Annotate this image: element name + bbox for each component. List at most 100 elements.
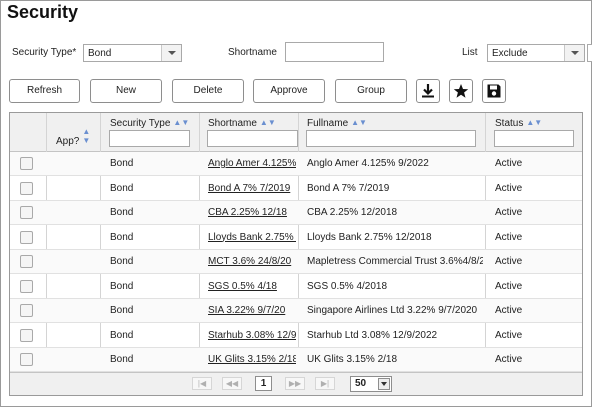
delete-button[interactable]: Delete bbox=[172, 79, 244, 103]
table-row[interactable]: Bond SGS 0.5% 4/18 SGS 0.5% 4/2018 Active bbox=[10, 275, 582, 299]
chevron-down-icon[interactable] bbox=[564, 45, 584, 61]
cell-fullname: SGS 0.5% 4/2018 bbox=[307, 280, 388, 292]
status-filter-input[interactable] bbox=[494, 130, 574, 147]
cell-fullname: CBA 2.25% 12/2018 bbox=[307, 207, 398, 218]
sort-icon[interactable]: ▲▼ bbox=[259, 118, 276, 127]
current-page[interactable]: 1 bbox=[255, 376, 272, 391]
shortname-filter-input[interactable] bbox=[285, 42, 384, 62]
cell-status: Active bbox=[495, 182, 523, 194]
cell-fullname: Bond A 7% 7/2019 bbox=[307, 182, 390, 194]
chevron-down-icon[interactable] bbox=[378, 378, 390, 390]
col-security-type-label: Security Type bbox=[110, 118, 171, 129]
cell-security-type: Bond bbox=[110, 158, 134, 169]
new-button[interactable]: New bbox=[90, 79, 162, 103]
refresh-button[interactable]: Refresh bbox=[9, 79, 80, 103]
cell-security-type: Bond bbox=[110, 329, 134, 341]
page-size-value: 50 bbox=[355, 378, 367, 389]
cell-shortname-link[interactable]: UK Glits 3.15% 2/18 bbox=[208, 354, 296, 365]
cell-fullname: Lloyds Bank 2.75% 12/2018 bbox=[307, 231, 432, 243]
col-header-app[interactable]: App?▲ ▼ bbox=[56, 127, 90, 147]
prev-page-button[interactable]: ◀◀ bbox=[222, 377, 242, 390]
row-checkbox[interactable] bbox=[20, 157, 33, 170]
cell-security-type: Bond bbox=[110, 280, 134, 292]
list-select[interactable]: Exclude bbox=[487, 44, 585, 62]
cell-shortname-link[interactable]: MCT 3.6% 24/8/20 bbox=[208, 256, 292, 267]
table-row[interactable]: Bond CBA 2.25% 12/18 CBA 2.25% 12/2018 Acti… bbox=[10, 201, 582, 225]
page-size-select[interactable]: 50 bbox=[350, 376, 392, 392]
table-row[interactable]: Bond Bond A 7% 7/2019 Bond A 7% 7/2019 Acti… bbox=[10, 177, 582, 201]
cell-status: Active bbox=[495, 329, 523, 341]
list-label: List bbox=[462, 47, 478, 58]
cell-fullname: Anglo Amer 4.125% 9/2022 bbox=[307, 158, 429, 169]
table-row[interactable]: Bond MCT 3.6% 24/8/20 Mapletress Commercia… bbox=[10, 250, 582, 274]
cell-security-type: Bond bbox=[110, 182, 134, 194]
col-header-status[interactable]: Status ▲▼ bbox=[495, 118, 542, 129]
cell-shortname-link[interactable]: Anglo Amer 4.125% 9/2022 bbox=[208, 158, 296, 169]
cell-shortname-link[interactable]: Starhub 3.08% 12/9/2022 bbox=[208, 329, 296, 341]
table-row[interactable]: Bond Starhub 3.08% 12/9/2022 Starhub Ltd 3… bbox=[10, 324, 582, 348]
col-header-security-type[interactable]: Security Type ▲▼ bbox=[110, 118, 189, 129]
cell-shortname-link[interactable]: Bond A 7% 7/2019 bbox=[208, 182, 291, 194]
cell-fullname: Singapore Airlines Ltd 3.22% 9/7/2020 bbox=[307, 305, 478, 316]
sort-icon[interactable]: ▲▼ bbox=[526, 118, 543, 127]
table-row[interactable]: Bond Lloyds Bank 2.75% 12/18 Lloyds Bank 2… bbox=[10, 226, 582, 250]
col-header-fullname[interactable]: Fullname ▲▼ bbox=[307, 118, 367, 129]
cell-status: Active bbox=[495, 207, 523, 218]
column-divider bbox=[485, 113, 486, 371]
cell-security-type: Bond bbox=[110, 256, 134, 267]
save-button[interactable] bbox=[482, 79, 506, 103]
col-app-label: App? bbox=[56, 136, 80, 147]
chevron-down-icon[interactable] bbox=[161, 45, 181, 61]
row-checkbox[interactable] bbox=[20, 328, 33, 342]
cell-status: Active bbox=[495, 256, 523, 267]
last-page-button[interactable]: ▶| bbox=[315, 377, 335, 390]
star-icon bbox=[453, 84, 469, 98]
row-checkbox[interactable] bbox=[20, 230, 33, 244]
cell-fullname: Starhub Ltd 3.08% 12/9/2022 bbox=[307, 329, 438, 341]
row-checkbox[interactable] bbox=[20, 279, 33, 293]
cell-fullname: UK Glits 3.15% 2/18 bbox=[307, 354, 398, 365]
cell-shortname-link[interactable]: Lloyds Bank 2.75% 12/18 bbox=[208, 231, 296, 243]
sort-icon[interactable]: ▲▼ bbox=[351, 118, 367, 127]
security-grid: App?▲ ▼ Security Type ▲▼ Shortname ▲▼ Fulln… bbox=[9, 112, 583, 396]
security-type-label: Security Type* bbox=[12, 47, 77, 58]
row-checkbox[interactable] bbox=[20, 181, 33, 195]
shortname-column-filter-input[interactable] bbox=[207, 130, 298, 147]
download-button[interactable] bbox=[416, 79, 440, 103]
column-divider bbox=[199, 113, 200, 371]
page-title: Security bbox=[7, 2, 79, 22]
cell-status: Active bbox=[495, 158, 523, 169]
first-page-button[interactable]: |◀ bbox=[192, 377, 212, 390]
sort-icon[interactable]: ▲▼ bbox=[82, 127, 91, 145]
security-type-select[interactable]: Bond bbox=[83, 44, 182, 62]
table-row[interactable]: Bond UK Glits 3.15% 2/18 UK Glits 3.15% 2/… bbox=[10, 348, 582, 372]
row-checkbox[interactable] bbox=[20, 353, 33, 366]
security-type-filter-input[interactable] bbox=[109, 130, 190, 147]
favorite-button[interactable] bbox=[449, 79, 473, 103]
cell-shortname-link[interactable]: SGS 0.5% 4/18 bbox=[208, 280, 277, 292]
cell-status: Active bbox=[495, 280, 523, 292]
sort-icon[interactable]: ▲▼ bbox=[173, 118, 190, 127]
row-checkbox[interactable] bbox=[20, 206, 33, 219]
col-shortname-label: Shortname bbox=[208, 118, 257, 129]
cell-status: Active bbox=[495, 305, 523, 316]
cell-security-type: Bond bbox=[110, 207, 134, 218]
table-row[interactable]: Bond SIA 3.22% 9/7/20 Singapore Airlines L… bbox=[10, 299, 582, 323]
cell-fullname: Mapletress Commercial Trust 3.6%4/8/2020 bbox=[307, 256, 483, 267]
cell-security-type: Bond bbox=[110, 231, 134, 243]
cell-shortname-link[interactable]: SIA 3.22% 9/7/20 bbox=[208, 305, 286, 316]
cell-shortname-link[interactable]: CBA 2.25% 12/18 bbox=[208, 207, 287, 218]
approve-button[interactable]: Approve bbox=[253, 79, 325, 103]
group-button[interactable]: Group bbox=[335, 79, 407, 103]
next-page-button[interactable]: ▶▶ bbox=[285, 377, 305, 390]
grid-body: Bond Anglo Amer 4.125% 9/2022 Anglo Amer 4… bbox=[10, 152, 582, 373]
table-row[interactable]: Bond Anglo Amer 4.125% 9/2022 Anglo Amer 4… bbox=[10, 152, 582, 176]
col-header-shortname[interactable]: Shortname ▲▼ bbox=[208, 118, 276, 129]
row-checkbox[interactable] bbox=[20, 304, 33, 317]
extra-filter-field[interactable] bbox=[587, 44, 592, 62]
row-checkbox[interactable] bbox=[20, 255, 33, 268]
fullname-filter-input[interactable] bbox=[306, 130, 476, 147]
cell-security-type: Bond bbox=[110, 354, 134, 365]
column-divider bbox=[46, 113, 47, 371]
column-divider bbox=[298, 113, 299, 371]
